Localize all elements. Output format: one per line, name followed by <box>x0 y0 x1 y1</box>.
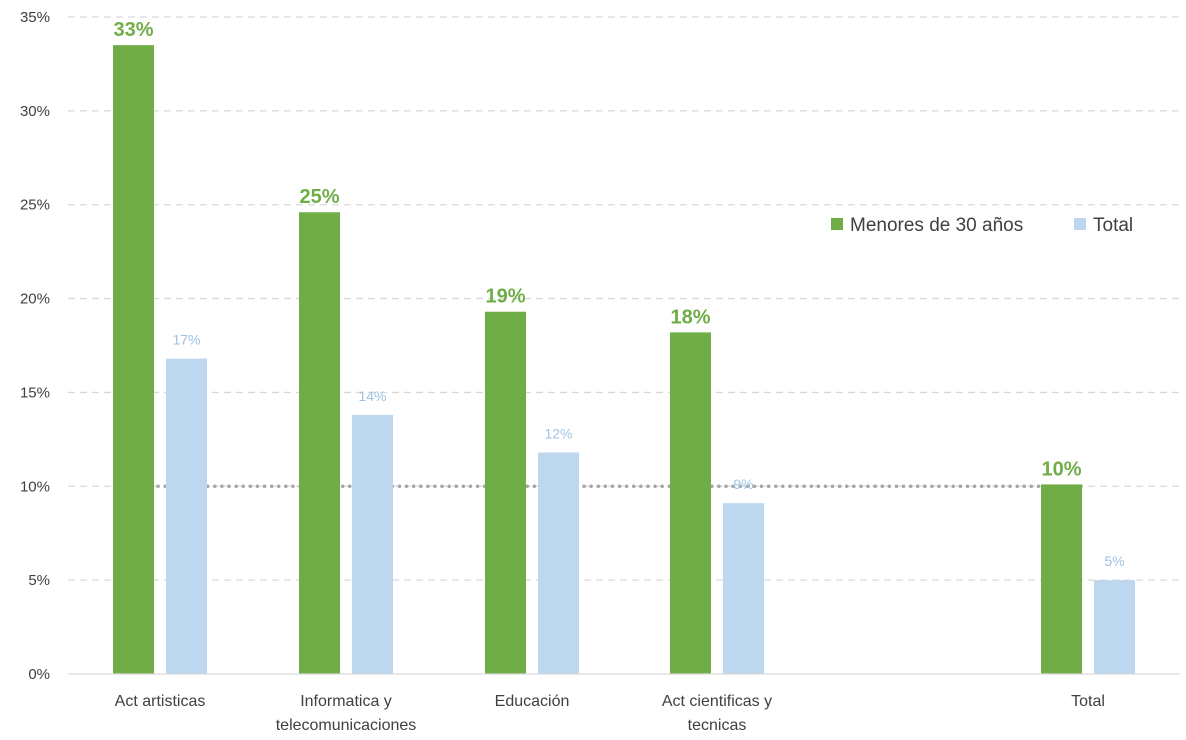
bar-menores-30 <box>485 311 526 674</box>
y-tick-label: 20% <box>20 291 50 308</box>
legend: Menores de 30 años Total <box>831 215 1133 236</box>
x-category-label: tecnicas <box>688 717 747 734</box>
bars <box>113 45 1135 675</box>
bar-total <box>352 414 393 674</box>
y-tick-label: 15% <box>20 384 50 401</box>
gridlines <box>68 16 1180 581</box>
data-labels: 33% 25% 19% 18% 10% 17% 14% 12% 9% 5% <box>113 19 1124 569</box>
bar-menores-30 <box>299 212 340 675</box>
data-label-menores-30: 25% <box>299 186 339 208</box>
x-category-label: telecomunicaciones <box>276 717 417 734</box>
y-tick-label: 10% <box>20 478 50 495</box>
y-tick-label: 0% <box>28 666 50 683</box>
data-label-menores-30: 18% <box>670 306 710 328</box>
data-label-total: 5% <box>1104 553 1124 569</box>
legend-label-menores-30: Menores de 30 años <box>850 215 1023 236</box>
data-label-total: 12% <box>544 425 572 441</box>
data-label-total: 9% <box>733 476 753 492</box>
bar-menores-30 <box>1041 484 1082 674</box>
legend-swatch-total <box>1074 218 1086 230</box>
bar-total <box>723 503 764 674</box>
bar-total <box>538 452 579 674</box>
y-tick-label: 25% <box>20 197 50 214</box>
data-label-menores-30: 10% <box>1041 458 1081 480</box>
data-label-menores-30: 19% <box>485 286 525 308</box>
y-tick-label: 5% <box>28 572 50 589</box>
bar-total <box>166 358 207 674</box>
y-tick-label: 30% <box>20 103 50 120</box>
x-category-label: Educación <box>495 693 570 710</box>
bar-menores-30 <box>113 45 154 674</box>
bar-total <box>1094 580 1135 674</box>
y-tick-label: 35% <box>20 9 50 26</box>
x-category-label: Act artisticas <box>115 693 206 710</box>
data-label-menores-30: 33% <box>113 19 153 41</box>
legend-label-total: Total <box>1093 215 1133 236</box>
legend-swatch-menores-30 <box>831 218 843 230</box>
x-category-label: Informatica y <box>300 693 392 710</box>
data-label-total: 17% <box>172 332 200 348</box>
axes: 0% 5% 10% 15% 20% 25% 30% 35% Act artisticas Info… <box>20 9 1180 734</box>
x-category-label: Total <box>1071 693 1105 710</box>
bar-menores-30 <box>670 332 711 674</box>
x-category-label: Act cientificas y <box>662 693 772 710</box>
data-label-total: 14% <box>358 388 386 404</box>
